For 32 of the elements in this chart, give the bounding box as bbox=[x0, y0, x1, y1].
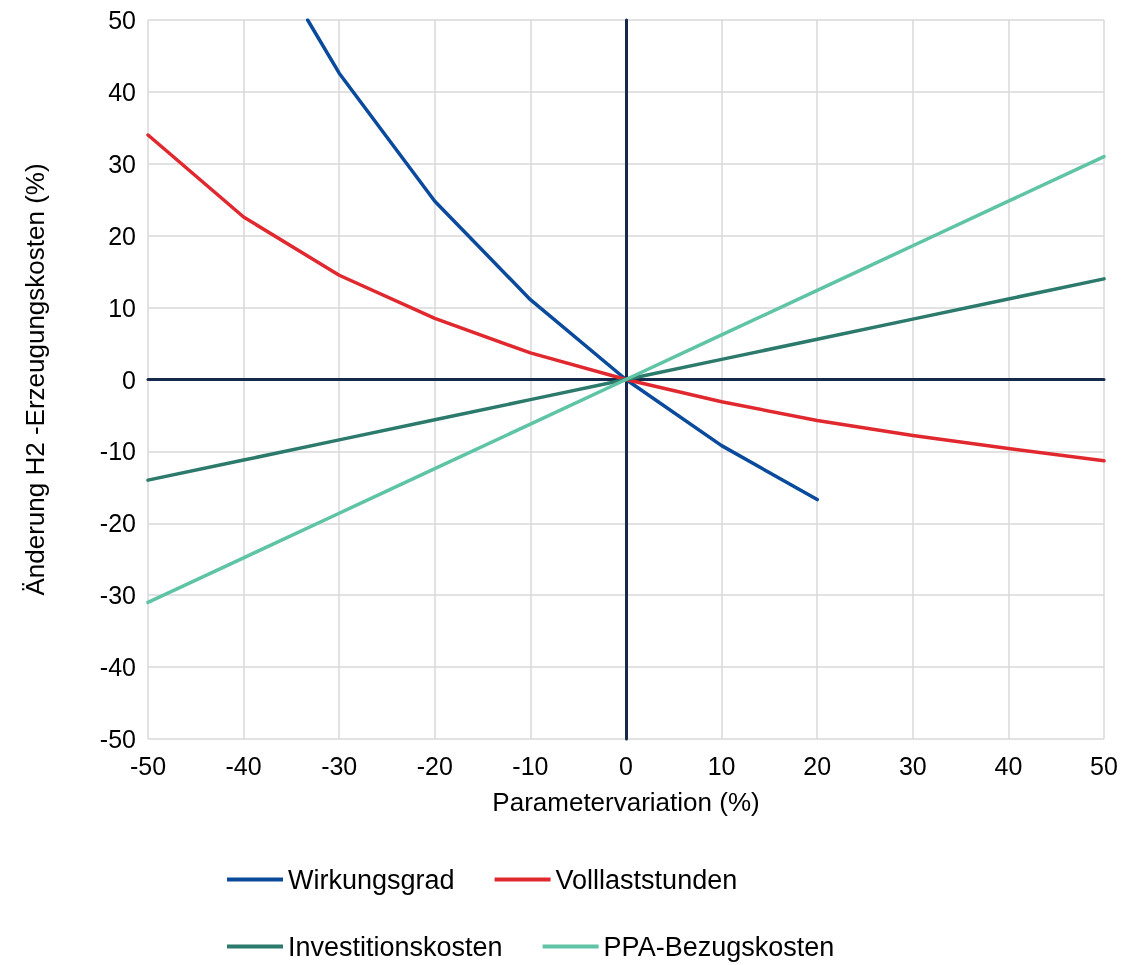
x-tick-label: -30 bbox=[321, 751, 358, 780]
line-series bbox=[146, 277, 1106, 482]
y-tick-label: 10 bbox=[108, 293, 136, 322]
legend-label: Wirkungsgrad bbox=[288, 864, 455, 895]
y-tick-label: 50 bbox=[108, 6, 136, 34]
x-tick-label: 50 bbox=[1090, 751, 1118, 780]
y-tick-label: 40 bbox=[108, 77, 136, 106]
y-tick-label: -10 bbox=[99, 437, 136, 466]
line-series bbox=[305, 18, 819, 502]
x-tick-label: 10 bbox=[707, 751, 736, 780]
y-tick-label: 0 bbox=[122, 365, 136, 394]
x-tick-label: 30 bbox=[898, 751, 927, 780]
legend-label: Volllaststunden bbox=[555, 864, 738, 895]
y-tick-label: -30 bbox=[99, 581, 136, 610]
x-tick-label: 20 bbox=[803, 751, 832, 780]
x-tick-label: -10 bbox=[512, 751, 549, 780]
y-tick-label: -20 bbox=[99, 509, 136, 538]
y-axis-title: Änderung H2 -Erzeugungskosten (%) bbox=[20, 163, 50, 596]
x-axis-title: Parametervariation (%) bbox=[492, 787, 760, 817]
x-tick-label: 40 bbox=[994, 751, 1023, 780]
y-tick-label: 30 bbox=[108, 149, 136, 178]
x-tick-label: -40 bbox=[225, 751, 262, 780]
x-tick-label: 0 bbox=[619, 751, 633, 780]
y-tick-label: -40 bbox=[99, 653, 136, 682]
line-series bbox=[146, 154, 1106, 605]
legend-label: PPA-Bezugskosten bbox=[603, 931, 835, 962]
line-series bbox=[146, 133, 1106, 463]
y-tick-label: -50 bbox=[99, 725, 136, 753]
legend-label: Investitionskosten bbox=[288, 931, 503, 962]
x-tick-label: -50 bbox=[129, 751, 167, 780]
x-tick-label: -20 bbox=[416, 751, 453, 780]
y-tick-label: 20 bbox=[108, 221, 136, 250]
